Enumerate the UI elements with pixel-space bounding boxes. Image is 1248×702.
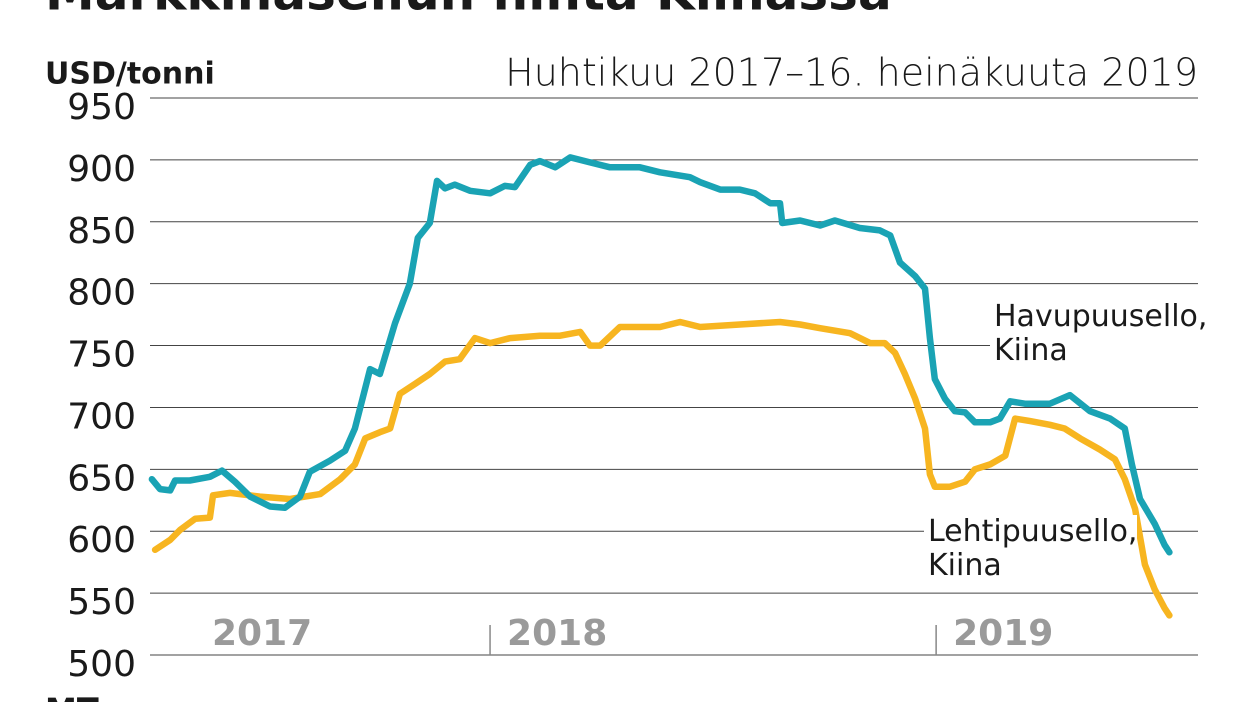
y-tick-label: 550: [67, 582, 136, 623]
y-axis-label: USD/tonni: [45, 57, 215, 92]
y-tick-label: 800: [67, 273, 136, 314]
series-line: [151, 318, 1173, 619]
y-tick-label: 600: [67, 520, 136, 561]
source: MT: [45, 691, 99, 702]
x-tick-label: 2017: [212, 613, 312, 654]
series-label: Lehtipuusello, Kiina: [924, 515, 1137, 583]
series-line: [148, 154, 1173, 556]
chart-title: Markkinasellun hinta Kiinassa: [45, 0, 892, 22]
y-tick-label: 900: [67, 149, 136, 190]
y-tick-label: 950: [67, 87, 136, 128]
y-tick-label: 500: [67, 644, 136, 685]
y-tick-label: 650: [67, 458, 136, 499]
x-tick-label: 2018: [507, 613, 607, 654]
chart-subtitle: Huhtikuu 2017–16. heinäkuuta 2019: [505, 51, 1198, 95]
y-tick-label: 700: [67, 396, 136, 437]
series-label: Havupuusello, Kiina: [990, 300, 1213, 368]
y-tick-label: 750: [67, 335, 136, 376]
x-tick-label: 2019: [953, 613, 1053, 654]
y-tick-label: 850: [67, 211, 136, 252]
